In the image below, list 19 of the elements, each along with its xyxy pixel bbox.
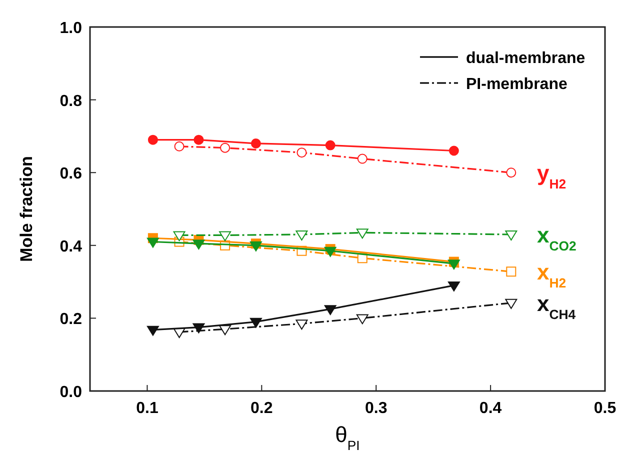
y-tick-label: 1.0 xyxy=(60,20,82,37)
y-tick-label: 0.6 xyxy=(60,166,82,183)
x-tick-label: 0.4 xyxy=(479,400,502,417)
y-tick-label: 0.2 xyxy=(60,311,82,328)
y-tick-label: 0.8 xyxy=(60,92,82,110)
text: x$_{CO2}$ xyxy=(537,222,576,253)
annotation: PI-membrane xyxy=(466,76,568,93)
x-tick-label: 0.1 xyxy=(136,400,158,417)
y-tick-label: 0.4 xyxy=(60,238,82,256)
y-tick-label: 0.0 xyxy=(60,384,82,401)
text: x$_{H2}$ xyxy=(537,260,566,290)
x-tick-label: 0.5 xyxy=(594,400,616,417)
x-axis-title: θ$_{PI}$ xyxy=(335,422,360,452)
x-tick-label: 0.3 xyxy=(364,400,388,417)
text: y$_{H2}$ xyxy=(537,160,566,192)
y-axis-title: Mole fraction xyxy=(17,156,36,262)
x-tick-label: 0.2 xyxy=(250,400,273,417)
annotation: dual-membrane xyxy=(466,50,586,67)
text: x$_{CH4}$ xyxy=(537,290,576,322)
